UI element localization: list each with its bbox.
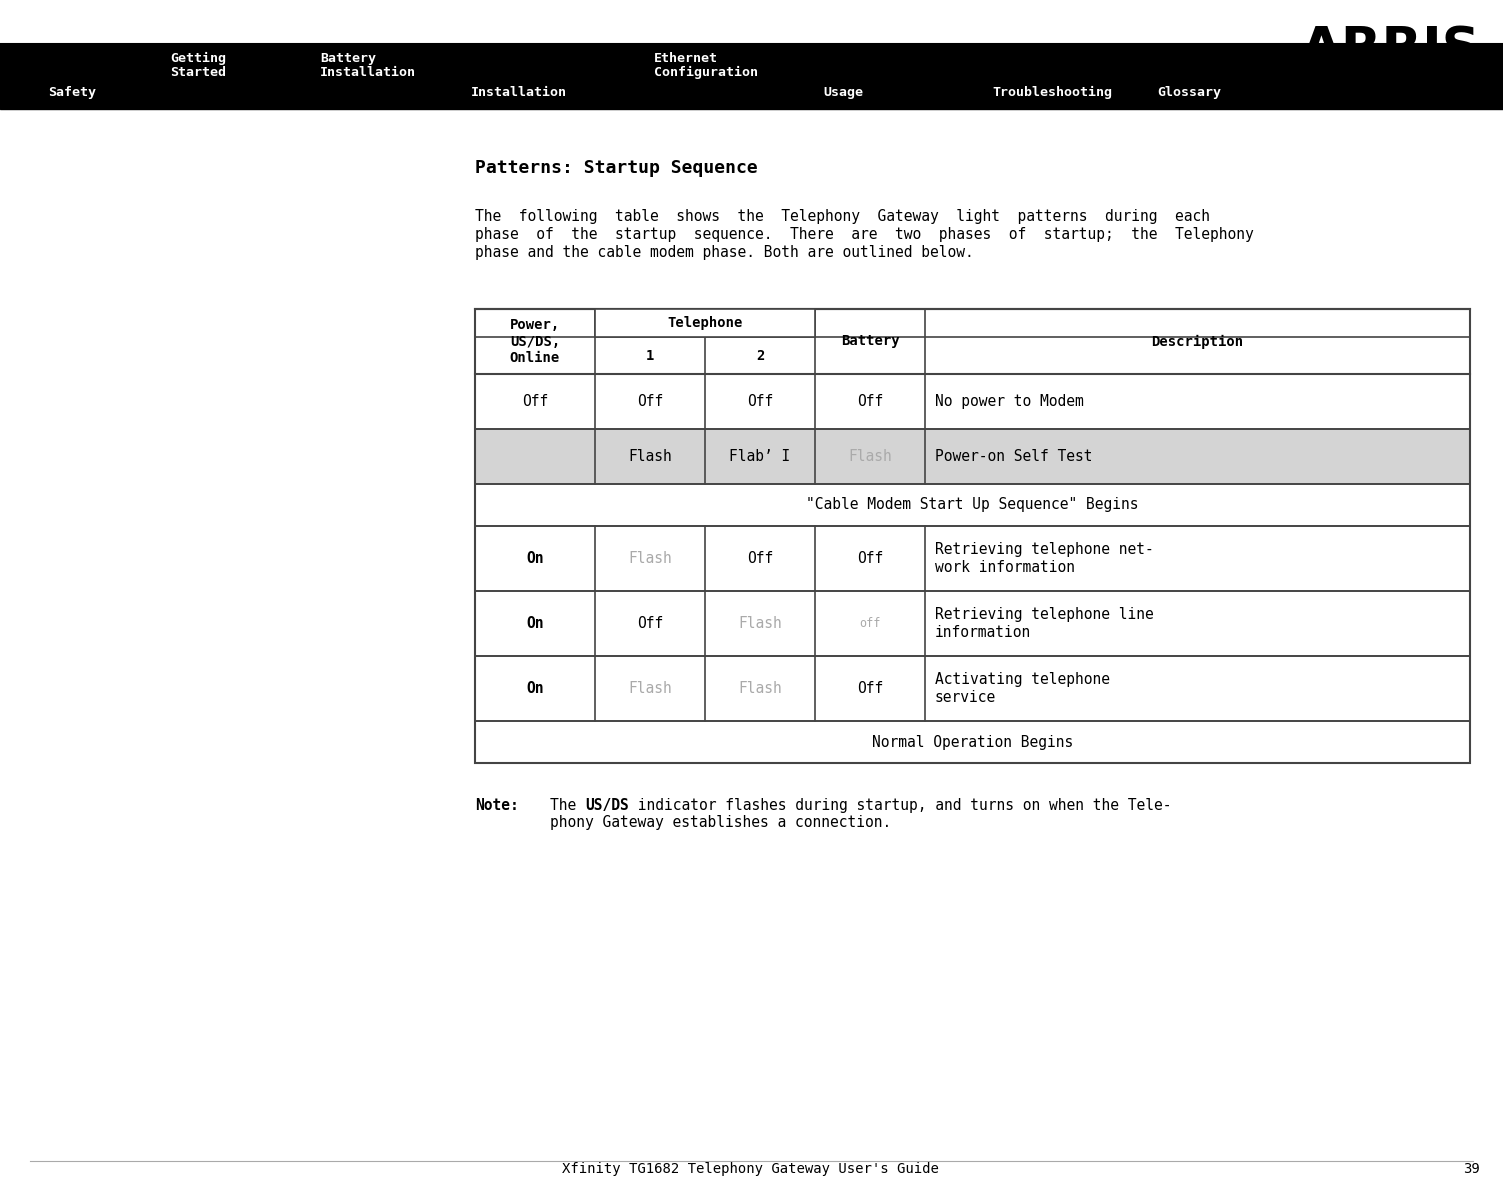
Bar: [475, 429, 1470, 484]
Text: On: On: [526, 681, 544, 695]
Text: Note:: Note:: [475, 799, 519, 813]
Text: phony Gateway establishes a connection.: phony Gateway establishes a connection.: [550, 815, 891, 830]
Text: The: The: [550, 799, 585, 813]
Text: phase  of  the  startup  sequence.  There  are  two  phases  of  startup;  the  : phase of the startup sequence. There are…: [475, 227, 1254, 242]
Bar: [475, 374, 595, 429]
Text: The  following  table  shows  the  Telephony  Gateway  light  patterns  during  : The following table shows the Telephony …: [475, 209, 1210, 224]
Text: 1: 1: [646, 349, 654, 362]
Text: Started: Started: [170, 66, 225, 79]
Bar: [475, 591, 595, 656]
Text: ARRIS: ARRIS: [1300, 24, 1480, 76]
Text: Retrieving telephone net-
work information: Retrieving telephone net- work informati…: [935, 542, 1154, 574]
Text: Flash: Flash: [738, 681, 782, 695]
Bar: [475, 429, 595, 484]
Bar: [475, 374, 1470, 429]
Text: Installation: Installation: [320, 66, 416, 79]
Bar: [475, 656, 1470, 721]
Text: Flash: Flash: [738, 616, 782, 631]
Text: Power,
US/DS,
Online: Power, US/DS, Online: [510, 318, 561, 364]
Text: Battery: Battery: [840, 335, 899, 349]
Text: Flash: Flash: [628, 552, 672, 566]
Text: Troubleshooting: Troubleshooting: [992, 86, 1112, 100]
Text: On: On: [526, 616, 544, 631]
Text: Off: Off: [637, 394, 663, 409]
Bar: [475, 591, 1470, 656]
Text: Off: Off: [522, 394, 549, 409]
Bar: [475, 526, 595, 591]
Text: Flab’ I: Flab’ I: [729, 448, 791, 464]
Text: "Cable Modem Start Up Sequence" Begins: "Cable Modem Start Up Sequence" Begins: [806, 498, 1139, 512]
Text: Safety: Safety: [48, 86, 96, 100]
Text: Flash: Flash: [848, 448, 891, 464]
Text: Flash: Flash: [628, 681, 672, 695]
Text: On: On: [526, 552, 544, 566]
Text: Activating telephone
service: Activating telephone service: [935, 673, 1111, 705]
Text: phase and the cable modem phase. Both are outlined below.: phase and the cable modem phase. Both ar…: [475, 245, 974, 260]
Text: Off: Off: [857, 394, 884, 409]
Text: Retrieving telephone line
information: Retrieving telephone line information: [935, 608, 1154, 640]
Text: Installation: Installation: [470, 86, 567, 100]
Text: No power to Modem: No power to Modem: [935, 394, 1084, 409]
Text: Configuration: Configuration: [654, 66, 758, 79]
Text: Off: Off: [857, 552, 884, 566]
Bar: [475, 721, 1470, 763]
Text: indicator flashes during startup, and turns on when the Tele-: indicator flashes during startup, and tu…: [628, 799, 1171, 813]
Text: Telephone: Telephone: [667, 317, 742, 330]
Text: Ethernet: Ethernet: [654, 52, 718, 65]
Text: US/DS: US/DS: [585, 799, 628, 813]
Text: Description: Description: [1151, 335, 1243, 349]
Bar: [475, 526, 1470, 591]
Bar: [595, 309, 815, 337]
Text: Battery: Battery: [320, 52, 376, 65]
Text: Glossary: Glossary: [1157, 86, 1222, 100]
Text: Patterns: Startup Sequence: Patterns: Startup Sequence: [475, 159, 758, 177]
Text: Off: Off: [637, 616, 663, 631]
Text: Getting: Getting: [170, 52, 225, 65]
Bar: [475, 309, 1470, 374]
Text: Off: Off: [747, 552, 773, 566]
Text: Off: Off: [857, 681, 884, 695]
Text: 39: 39: [1464, 1162, 1480, 1176]
Bar: [475, 309, 1470, 763]
Text: Normal Operation Begins: Normal Operation Begins: [872, 735, 1073, 749]
Text: Usage: Usage: [824, 86, 864, 100]
Bar: [475, 656, 595, 721]
Text: Off: Off: [747, 394, 773, 409]
Bar: [475, 484, 1470, 526]
Text: 2: 2: [756, 349, 764, 362]
Bar: [0, 44, 1503, 109]
Text: Xfinity TG1682 Telephony Gateway User's Guide: Xfinity TG1682 Telephony Gateway User's …: [562, 1162, 938, 1176]
Text: Flash: Flash: [628, 448, 672, 464]
Text: off: off: [860, 617, 881, 629]
Text: Power-on Self Test: Power-on Self Test: [935, 448, 1093, 464]
